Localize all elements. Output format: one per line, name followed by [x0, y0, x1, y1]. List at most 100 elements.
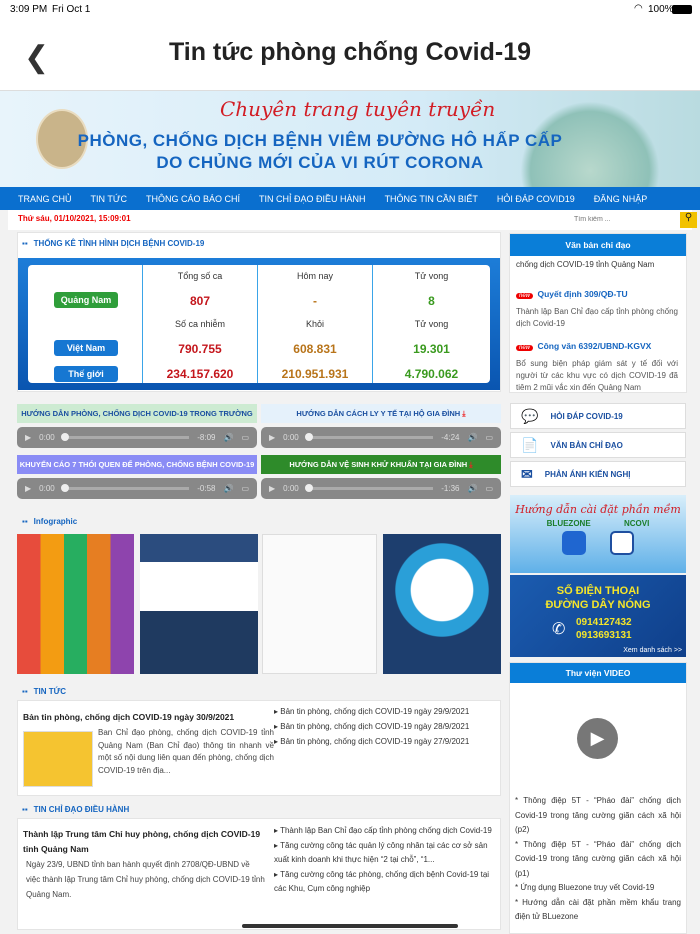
stats-panel: Quảng Nam Việt Nam Thế giới Tổng số ca 8… — [18, 258, 500, 390]
app-install-banner[interactable]: Hướng dẫn cài đặt phần mềm BLUEZONE NCOVI — [510, 495, 686, 573]
directive-link[interactable]: ▸ Tăng cường công tác quản lý công nhân … — [274, 841, 488, 864]
docs-partial-item[interactable]: chống dịch COVID-19 tỉnh Quảng Nam — [516, 260, 655, 269]
nav-info[interactable]: THÔNG TIN CẦN BIẾT — [384, 193, 478, 204]
infographic-thumb[interactable] — [262, 534, 377, 674]
date-search-row: Thứ sáu, 01/10/2021, 15:09:01 ⚲ — [8, 210, 697, 230]
stats-today-column: Hôm nay - Khỏi 608.831 210.951.931 — [258, 265, 373, 383]
directive-link-text[interactable]: Tăng cường công tác phòng, chống dịch bệ… — [274, 870, 490, 893]
ncovi-app-icon[interactable] — [610, 531, 634, 555]
vn-deaths: 19.301 — [413, 342, 450, 356]
video-item[interactable]: * Ứng dụng Bluezone truy vết Covid-19 — [515, 883, 655, 892]
news-summary: Ban Chỉ đạo phòng, chống dịch COVID-19 t… — [98, 728, 274, 775]
video-item[interactable]: * Hướng dẫn cài đặt phần mềm khẩu trang … — [515, 897, 681, 922]
status-time: 3:09 PM — [10, 4, 48, 15]
directive-main-title[interactable]: Thành lập Trung tâm Chỉ huy phòng, chống… — [23, 829, 261, 854]
audio-banner-school[interactable]: HƯỚNG DẪN PHÒNG, CHỐNG DỊCH COVID-19 TRO… — [17, 404, 257, 437]
news-link-text[interactable]: Bản tin phòng, chống dịch COVID-19 ngày … — [280, 737, 470, 746]
airplay-icon[interactable]: ▭ — [485, 484, 493, 493]
volume-icon[interactable]: 🔊 — [223, 433, 234, 442]
audio-scrubber[interactable] — [304, 484, 434, 492]
play-icon[interactable]: ▶ — [269, 433, 276, 442]
news-link[interactable]: ▸ Bản tin phòng, chống dịch COVID-19 ngà… — [274, 737, 470, 746]
doc-title[interactable]: Quyết định 309/QĐ-TU — [537, 289, 628, 299]
infographic-heading-text: Infographic — [33, 517, 78, 526]
nav-press[interactable]: THÔNG CÁO BÁO CHÍ — [146, 193, 241, 204]
see-list-link[interactable]: Xem danh sách >> — [623, 647, 682, 654]
video-play-button[interactable]: ▶ — [577, 718, 618, 759]
directive-link-text[interactable]: Tăng cường công tác quản lý công nhân tạ… — [274, 841, 488, 864]
search-icon[interactable]: ⚲ — [680, 212, 697, 228]
audio-scrubber[interactable] — [60, 433, 190, 441]
hotline-phone[interactable]: 0914127432 — [576, 617, 632, 628]
feedback-button[interactable]: ✉ PHẢN ÁNH KIẾN NGHỊ — [510, 461, 686, 487]
play-icon[interactable]: ▶ — [269, 484, 276, 493]
audio-scrubber[interactable] — [60, 484, 190, 492]
faq-button[interactable]: 💬 HỎI ĐÁP COVID-19 — [510, 403, 686, 429]
audio-current-time: 0:00 — [283, 484, 299, 493]
back-chevron-icon[interactable]: ❮ — [24, 41, 50, 74]
download-icon[interactable]: ⤓ — [462, 409, 466, 418]
news-link-text[interactable]: Bản tin phòng, chống dịch COVID-19 ngày … — [280, 707, 470, 716]
news-link[interactable]: ▸ Bản tin phòng, chống dịch COVID-19 ngà… — [274, 722, 470, 731]
status-bar: 3:09 PM Fri Oct 1 ◠ 100% — [0, 0, 700, 20]
audio-scrubber[interactable] — [304, 433, 434, 441]
header-total: Tổng số ca — [177, 271, 223, 281]
audio-banner-habits[interactable]: KHUYẾN CÁO 7 THÓI QUEN ĐỂ PHÒNG, CHỐNG B… — [17, 455, 257, 488]
nav-news[interactable]: TIN TỨC — [90, 193, 128, 204]
nav-faq[interactable]: HỎI ĐÁP COVID19 — [496, 193, 575, 204]
audio-player[interactable]: ▶ 0:00 -1:36 🔊 ▭ — [261, 478, 501, 499]
directive-link-text[interactable]: Thành lập Ban Chỉ đạo cấp tỉnh phòng chố… — [280, 826, 492, 835]
news-box: Bản tin phòng, chống dịch COVID-19 ngày … — [17, 700, 501, 796]
doc-desc: Bổ sung biện pháp giám sát y tế đối với … — [516, 359, 678, 392]
airplay-icon[interactable]: ▭ — [241, 484, 249, 493]
play-icon[interactable]: ▶ — [25, 433, 32, 442]
home-indicator[interactable] — [242, 924, 458, 928]
app-banner-title: Hướng dẫn cài đặt phần mềm — [515, 503, 681, 516]
directive-heading: ▪▪ TIN CHỈ ĐẠO ĐIỀU HÀNH — [22, 805, 129, 814]
infographic-thumb[interactable] — [383, 534, 501, 674]
news-link[interactable]: ▸ Bản tin phòng, chống dịch COVID-19 ngà… — [274, 707, 470, 716]
volume-icon[interactable]: 🔊 — [467, 484, 478, 493]
infographic-thumb[interactable] — [17, 534, 134, 674]
search-input[interactable] — [570, 212, 678, 227]
nav-login[interactable]: ĐĂNG NHẬP — [593, 193, 648, 204]
audio-banner-disinfect[interactable]: HƯỚNG DẪN VỆ SINH KHỬ KHUẨN TẠI GIA ĐÌNH… — [261, 455, 501, 474]
vn-infected: 790.755 — [178, 342, 222, 356]
news-link-text[interactable]: Bản tin phòng, chống dịch COVID-19 ngày … — [280, 722, 470, 731]
doc-item[interactable]: new Quyết định 309/QĐ-TU Thành lập Ban C… — [516, 284, 678, 330]
airplay-icon[interactable]: ▭ — [485, 433, 493, 442]
qn-deaths: 8 — [428, 294, 435, 308]
directive-link[interactable]: ▸ Thành lập Ban Chỉ đạo cấp tỉnh phòng c… — [274, 826, 492, 835]
audio-player[interactable]: ▶ 0:00 -0:58 🔊 ▭ — [17, 478, 257, 499]
news-thumbnail[interactable] — [23, 731, 93, 787]
download-icon[interactable]: ⤓ — [469, 460, 473, 469]
nav-directives[interactable]: TIN CHỈ ĐẠO ĐIỀU HÀNH — [259, 193, 366, 204]
volume-icon[interactable]: 🔊 — [467, 433, 478, 442]
play-icon[interactable]: ▶ — [25, 484, 32, 493]
stats-deaths-column: Tử vong 8 Tử vong 19.301 4.790.062 — [373, 265, 490, 383]
audio-player[interactable]: ▶ 0:00 -8:09 🔊 ▭ — [17, 427, 257, 448]
bluezone-app-icon[interactable] — [562, 531, 586, 555]
hotline-banner[interactable]: SỐ ĐIỆN THOẠI ĐƯỜNG DÂY NÓNG ✆ 091412743… — [510, 575, 686, 657]
vn-recovered: 608.831 — [293, 342, 337, 356]
doc-title[interactable]: Công văn 6392/UBND-KGVX — [537, 341, 652, 351]
news-main-title[interactable]: Bản tin phòng, chống dịch COVID-19 ngày … — [23, 712, 235, 722]
audio-banner-isolation[interactable]: HƯỚNG DẪN CÁCH LY Y TẾ TẠI HỘ GIA ĐÌNH ⤓ — [261, 404, 501, 423]
airplay-icon[interactable]: ▭ — [241, 433, 249, 442]
video-item[interactable]: * Thông điệp 5T - “Pháo đài” chống dịch … — [515, 796, 681, 834]
battery-icon — [672, 5, 692, 14]
audio-title: HƯỚNG DẪN VỆ SINH KHỬ KHUẨN TẠI GIA ĐÌNH — [289, 460, 468, 469]
nav-home[interactable]: TRANG CHỦ — [18, 193, 72, 204]
docs-button[interactable]: 📄 VĂN BẢN CHỈ ĐẠO — [510, 432, 686, 458]
video-item[interactable]: * Thông điệp 5T - “Pháo đài” chống dịch … — [515, 839, 681, 878]
audio-current-time: 0:00 — [39, 433, 55, 442]
doc-item[interactable]: new Công văn 6392/UBND-KGVX Bổ sung biện… — [516, 336, 678, 394]
province-seal-logo — [36, 109, 88, 169]
infographic-thumb[interactable] — [140, 534, 258, 674]
ncovi-label: NCOVI — [623, 519, 650, 528]
volume-icon[interactable]: 🔊 — [223, 484, 234, 493]
directive-link[interactable]: ▸ Tăng cường công tác phòng, chống dịch … — [274, 870, 490, 893]
audio-player[interactable]: ▶ 0:00 -4:24 🔊 ▭ — [261, 427, 501, 448]
stats-heading-text: THỐNG KÊ TÌNH HÌNH DỊCH BỆNH COVID-19 — [33, 239, 205, 248]
hotline-phone[interactable]: 0913693131 — [576, 630, 632, 641]
